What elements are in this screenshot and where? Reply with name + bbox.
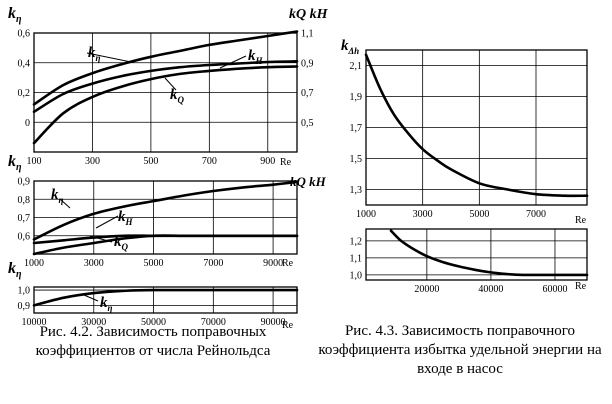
y-tick-label: 1,7 <box>350 123 363 134</box>
x-unit-label: Re <box>280 157 292 168</box>
curve-label: kH <box>118 209 134 227</box>
fig43-top-chart: 1000 3000 5000 7000 Re 2,1 1,9 1,7 1,5 1,3 kΔh <box>341 38 589 226</box>
series-line-0 <box>364 53 589 198</box>
x-tick-label: 300 <box>85 156 100 167</box>
x-tick-label: 10000 <box>22 317 47 328</box>
x-tick-label: 3000 <box>413 209 433 220</box>
y-axis-title-left: kη <box>8 153 22 173</box>
y-tick-label: 0,9 <box>18 301 31 312</box>
y-tick-label: 1,9 <box>350 92 363 103</box>
x-unit-label: Re <box>575 215 587 226</box>
y-tick-label-right: 0,5 <box>301 118 314 129</box>
x-tick-label: 9000 <box>263 258 283 269</box>
x-tick-label: 30000 <box>81 317 106 328</box>
y-tick-label: 0,7 <box>18 213 31 224</box>
y-axis-title-right: kQ kH <box>290 174 327 189</box>
curve-label-leader <box>164 77 177 91</box>
x-tick-label: 70000 <box>201 317 226 328</box>
series-line-0 <box>32 30 299 106</box>
x-tick-label: 900 <box>260 156 275 167</box>
y-tick-label: 0,6 <box>18 231 31 242</box>
curve-label: kH <box>248 48 264 66</box>
y-axis-title-left: kη <box>8 260 22 280</box>
y-tick-label: 1,0 <box>350 270 363 281</box>
series-line-0 <box>32 180 299 241</box>
x-unit-label: Re <box>282 258 294 269</box>
x-tick-label: 40000 <box>478 284 503 295</box>
plot-frame <box>33 286 298 314</box>
curve-label-leader <box>83 294 99 302</box>
x-tick-label: 5000 <box>144 258 164 269</box>
y-tick-label: 0,8 <box>18 195 31 206</box>
y-tick-label: 0 <box>25 118 30 129</box>
y-axis-title-right: kQ kH <box>289 7 329 22</box>
x-tick-label: 5000 <box>469 209 489 220</box>
curve-label: kη <box>88 45 101 63</box>
x-tick-label: 7000 <box>203 258 223 269</box>
y-tick-label: 1,1 <box>350 253 363 264</box>
fig43-bot-chart: 20000 40000 60000 Re 1,2 1,1 1,0 <box>350 228 589 295</box>
curve-label: kη <box>100 295 113 313</box>
y-tick-label: 0,4 <box>18 58 31 69</box>
curve-label-leader <box>219 55 247 69</box>
x-tick-label: 90000 <box>261 317 286 328</box>
series-line-2 <box>32 65 299 145</box>
y-tick-label: 1,5 <box>350 154 363 165</box>
x-tick-label: 20000 <box>414 284 439 295</box>
y-tick-label: 2,1 <box>350 61 363 72</box>
x-tick-label: 60000 <box>542 284 567 295</box>
y-tick-label: 1,0 <box>18 286 31 297</box>
curve-label-leader <box>59 198 71 209</box>
y-tick-label: 1,3 <box>350 185 363 196</box>
plot-frame <box>365 228 588 281</box>
y-axis-title-left: kΔh <box>341 38 359 56</box>
y-tick-label: 0,2 <box>18 88 31 99</box>
x-tick-label: 7000 <box>526 209 546 220</box>
x-tick-label: 3000 <box>84 258 104 269</box>
series-line-1 <box>32 60 299 114</box>
y-tick-label-right: 1,1 <box>301 29 314 40</box>
fig42-top-chart: 100 300 500 700 900 Re 0,6 0,4 0,2 0 1,1 0,9 0,7 0,5 k… <box>8 5 329 168</box>
x-tick-label: 100 <box>27 156 42 167</box>
x-unit-label: Re <box>282 320 294 331</box>
y-axis-title-left: kη <box>8 5 22 25</box>
y-tick-label: 0,9 <box>18 177 31 188</box>
series-line-2 <box>32 234 299 256</box>
figure-4-3-caption: Рис. 4.3. Зависимость поправочного коэфф… <box>318 323 602 377</box>
curve-label: kη <box>51 187 64 205</box>
curve-label-leader <box>86 52 132 63</box>
series-line-0 <box>32 288 299 307</box>
y-tick-label-right: 0,9 <box>301 58 314 69</box>
curve-label-leader <box>95 215 119 229</box>
curve-label: kQ <box>170 87 185 105</box>
y-tick-label: 1,2 <box>350 236 363 247</box>
x-tick-label: 1000 <box>24 258 44 269</box>
x-tick-label: 50000 <box>141 317 166 328</box>
x-tick-label: 500 <box>143 156 158 167</box>
figure-4-2-caption: Рис. 4.2. Зависимость поправочных коэффи… <box>35 324 271 359</box>
y-tick-label: 0,6 <box>18 29 31 40</box>
x-tick-label: 700 <box>202 156 217 167</box>
curve-label-leader <box>89 235 113 243</box>
y-tick-label-right: 0,7 <box>301 88 314 99</box>
series-line-0 <box>389 229 589 277</box>
x-tick-label: 1000 <box>356 209 376 220</box>
curve-label: kQ <box>114 234 129 252</box>
x-unit-label: Re <box>575 281 587 292</box>
